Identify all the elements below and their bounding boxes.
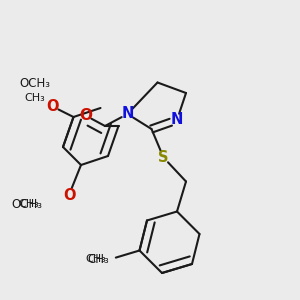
Text: OCH₃: OCH₃ [19, 77, 50, 90]
Text: N: N [171, 112, 183, 128]
Text: O: O [79, 108, 92, 123]
Text: CH₃: CH₃ [24, 93, 45, 103]
Text: CH₃: CH₃ [88, 253, 110, 266]
Text: CH₃: CH₃ [18, 199, 39, 209]
Text: OCH₃: OCH₃ [11, 197, 42, 211]
Text: O: O [46, 99, 59, 114]
Text: O: O [63, 188, 75, 202]
Text: S: S [158, 150, 169, 165]
Text: CH₃: CH₃ [86, 254, 106, 265]
Text: N: N [121, 106, 134, 122]
